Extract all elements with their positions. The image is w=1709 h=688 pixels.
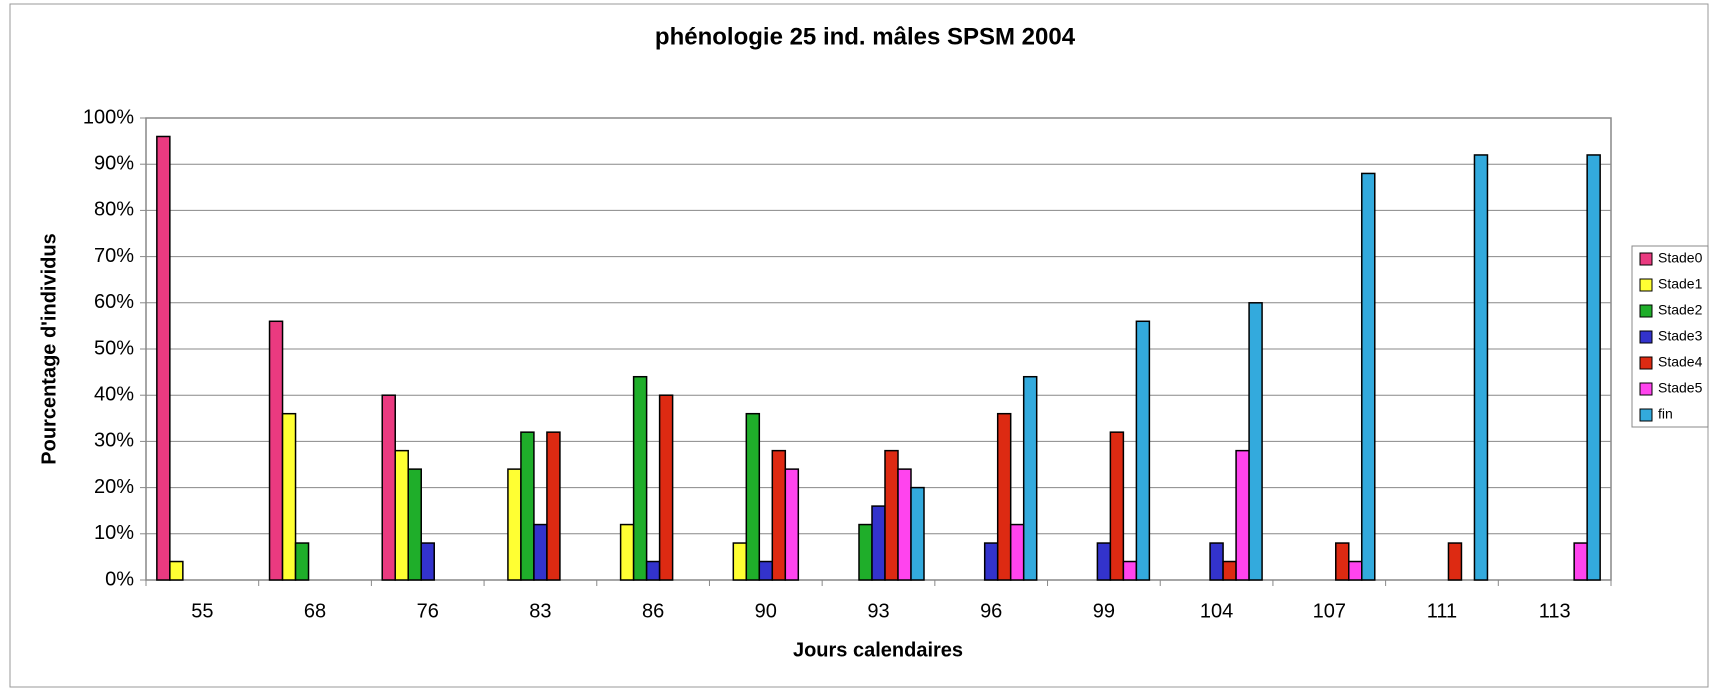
- y-axis-label: Pourcentage d'individus: [38, 233, 60, 464]
- x-tick-label: 96: [980, 600, 1002, 622]
- bar: [871, 505, 886, 581]
- bar: [1473, 154, 1489, 581]
- legend-label: Stade1: [1658, 276, 1703, 292]
- bar: [1248, 302, 1263, 581]
- bar: [758, 560, 774, 581]
- bar: [394, 449, 409, 581]
- bar: [658, 394, 674, 581]
- bar: [910, 486, 925, 581]
- bar: [1361, 172, 1376, 581]
- x-tick-label: 68: [304, 600, 326, 622]
- legend-swatch: [1639, 356, 1653, 370]
- bar: [268, 320, 284, 581]
- legend-swatch: [1639, 408, 1653, 422]
- bar: [996, 412, 1012, 581]
- bar: [732, 542, 748, 581]
- x-tick-label: 86: [642, 600, 664, 622]
- y-tick-label: 20%: [94, 476, 134, 498]
- bar: [1096, 542, 1112, 581]
- bar: [632, 375, 648, 581]
- bar: [645, 560, 661, 581]
- y-tick-label: 90%: [94, 152, 134, 174]
- bar: [1447, 542, 1463, 581]
- bar: [1586, 154, 1601, 581]
- legend-swatch: [1639, 278, 1653, 292]
- x-axis-label: Jours calendaires: [793, 639, 963, 661]
- bar: [1222, 560, 1237, 581]
- bar: [884, 449, 899, 581]
- legend-swatch: [1639, 252, 1653, 266]
- y-tick-label: 50%: [94, 337, 134, 359]
- x-tick-label: 76: [417, 600, 439, 622]
- bar: [294, 542, 310, 581]
- y-tick-label: 60%: [94, 291, 134, 313]
- legend-swatch: [1639, 382, 1653, 396]
- bar: [381, 394, 396, 581]
- bar: [1135, 320, 1151, 581]
- bar: [1235, 449, 1250, 581]
- y-tick-label: 10%: [94, 522, 134, 544]
- y-tick-label: 40%: [94, 383, 134, 405]
- bar: [897, 468, 912, 581]
- bar: [156, 135, 171, 581]
- bar: [771, 449, 787, 581]
- y-tick-label: 80%: [94, 199, 134, 221]
- legend-label: Stade0: [1658, 250, 1703, 266]
- bar: [1209, 542, 1224, 581]
- legend-swatch: [1639, 304, 1653, 318]
- x-tick-label: 111: [1427, 600, 1457, 622]
- chart-title: phénologie 25 ind. mâles SPSM 2004: [655, 23, 1076, 50]
- bar: [1022, 375, 1038, 581]
- bar: [983, 542, 999, 581]
- y-tick-label: 30%: [94, 430, 134, 452]
- bar: [281, 412, 297, 581]
- bar: [784, 468, 800, 581]
- legend-label: Stade2: [1658, 302, 1703, 318]
- bar: [546, 431, 561, 581]
- y-tick-label: 100%: [83, 106, 134, 128]
- bar: [1348, 560, 1363, 581]
- bar: [407, 468, 422, 581]
- legend-label: fin: [1658, 406, 1673, 422]
- bar: [1335, 542, 1350, 581]
- bar: [858, 523, 873, 581]
- legend-swatch: [1639, 330, 1653, 344]
- bar: [1109, 431, 1125, 581]
- x-tick-label: 83: [529, 600, 551, 622]
- legend-label: Stade5: [1658, 380, 1703, 396]
- bar: [619, 523, 635, 581]
- bar: [533, 523, 548, 581]
- bar: [520, 431, 535, 581]
- x-tick-label: 107: [1313, 600, 1346, 622]
- bar: [169, 560, 184, 581]
- bar: [1573, 542, 1588, 581]
- legend-label: Stade3: [1658, 328, 1703, 344]
- y-tick-label: 0%: [105, 568, 134, 590]
- bar: [507, 468, 522, 581]
- x-tick-label: 90: [755, 600, 777, 622]
- x-tick-label: 93: [867, 600, 889, 622]
- bar: [745, 412, 761, 581]
- bar: [420, 542, 435, 581]
- bar: [1122, 560, 1138, 581]
- x-tick-label: 99: [1093, 600, 1115, 622]
- x-tick-label: 113: [1539, 600, 1571, 622]
- y-tick-label: 70%: [94, 245, 134, 267]
- legend-label: Stade4: [1658, 354, 1703, 370]
- x-tick-label: 104: [1200, 600, 1233, 622]
- bar: [1009, 523, 1025, 581]
- x-tick-label: 55: [191, 600, 213, 622]
